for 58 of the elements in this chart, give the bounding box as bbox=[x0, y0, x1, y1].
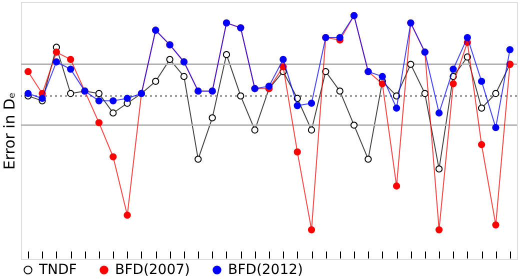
legend-label: BFD(2012) bbox=[228, 262, 303, 278]
legend-label: BFD(2007) bbox=[115, 262, 190, 278]
point bbox=[52, 48, 60, 56]
point bbox=[392, 104, 400, 112]
legend-label: TNDF bbox=[38, 262, 77, 278]
point bbox=[52, 58, 60, 66]
point bbox=[450, 66, 457, 73]
point bbox=[24, 68, 32, 76]
point bbox=[67, 90, 74, 98]
point bbox=[124, 212, 131, 219]
point bbox=[67, 56, 74, 64]
point bbox=[294, 102, 301, 110]
point bbox=[364, 156, 372, 163]
point bbox=[95, 90, 103, 98]
point bbox=[294, 148, 301, 156]
point bbox=[308, 226, 316, 234]
point bbox=[38, 94, 46, 102]
point bbox=[336, 88, 344, 95]
point bbox=[251, 126, 258, 134]
point bbox=[378, 80, 386, 88]
y-axis-title: Error in Dₑ bbox=[0, 92, 18, 170]
point bbox=[166, 56, 174, 64]
point bbox=[265, 82, 273, 90]
point bbox=[392, 182, 400, 190]
point bbox=[152, 78, 160, 85]
point bbox=[95, 119, 103, 126]
point bbox=[237, 92, 244, 100]
point bbox=[435, 165, 443, 173]
point bbox=[24, 90, 32, 98]
point bbox=[464, 34, 471, 42]
point bbox=[208, 114, 216, 122]
point bbox=[407, 60, 414, 68]
point bbox=[421, 90, 428, 98]
point bbox=[492, 124, 500, 132]
point bbox=[110, 153, 117, 160]
point bbox=[435, 109, 443, 117]
point bbox=[308, 126, 316, 134]
point bbox=[506, 46, 514, 54]
point bbox=[110, 97, 117, 104]
point bbox=[492, 90, 500, 98]
point bbox=[492, 221, 500, 229]
point bbox=[222, 50, 230, 58]
point bbox=[478, 141, 486, 148]
point bbox=[280, 56, 287, 64]
point bbox=[95, 97, 103, 104]
point bbox=[435, 226, 443, 234]
point bbox=[180, 72, 188, 80]
point bbox=[336, 34, 344, 42]
point bbox=[194, 156, 202, 163]
point bbox=[478, 104, 486, 112]
point bbox=[308, 100, 316, 107]
point bbox=[124, 94, 131, 102]
point bbox=[110, 109, 117, 117]
point bbox=[350, 122, 358, 129]
point bbox=[378, 72, 386, 80]
point bbox=[450, 80, 457, 88]
point bbox=[478, 78, 486, 85]
point bbox=[67, 66, 74, 73]
